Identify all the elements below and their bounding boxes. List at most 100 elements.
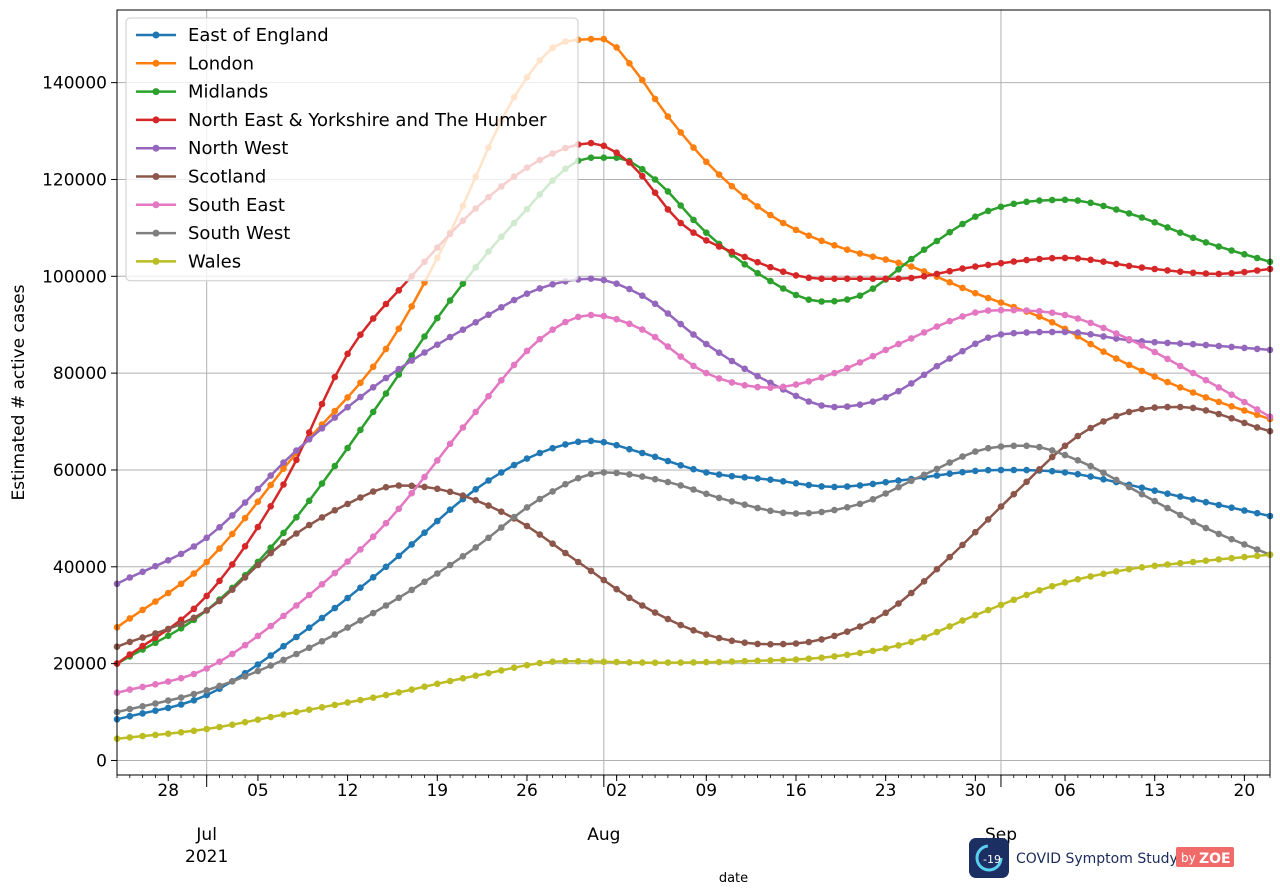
data-point xyxy=(933,465,941,473)
data-point xyxy=(703,469,710,476)
data-point xyxy=(395,482,403,489)
data-point xyxy=(843,246,851,253)
data-point xyxy=(344,699,351,706)
data-point xyxy=(984,516,992,523)
data-point xyxy=(229,512,236,519)
data-point xyxy=(382,300,390,308)
data-point xyxy=(626,659,633,666)
data-point xyxy=(1023,256,1030,264)
data-point xyxy=(1164,355,1171,363)
data-point xyxy=(639,172,646,180)
data-point xyxy=(1241,541,1248,548)
data-point xyxy=(1164,267,1171,274)
data-point xyxy=(933,628,941,636)
data-point xyxy=(818,654,825,661)
data-point xyxy=(843,504,851,511)
data-point xyxy=(690,465,697,473)
x-minor-tick-label: 26 xyxy=(516,781,538,801)
data-point xyxy=(267,503,275,510)
data-point xyxy=(908,263,915,270)
data-point xyxy=(190,570,198,577)
data-point xyxy=(1023,442,1030,450)
data-point xyxy=(254,716,262,723)
legend-marker xyxy=(152,116,160,124)
data-point xyxy=(139,683,146,691)
data-point xyxy=(626,471,633,478)
data-point xyxy=(677,202,684,209)
series-scotland xyxy=(113,403,1274,650)
data-point xyxy=(498,469,505,476)
data-point xyxy=(523,504,531,511)
data-point xyxy=(510,513,518,521)
data-point xyxy=(805,638,813,646)
data-point xyxy=(1074,576,1082,583)
data-point xyxy=(318,514,326,521)
data-point xyxy=(549,281,556,288)
data-point xyxy=(1125,335,1133,343)
data-point xyxy=(152,731,159,739)
data-point xyxy=(369,408,377,416)
data-point xyxy=(434,570,441,577)
data-point xyxy=(972,263,979,270)
data-point xyxy=(779,383,787,391)
data-point xyxy=(395,505,403,513)
data-point xyxy=(715,494,723,502)
data-point xyxy=(856,250,864,257)
data-point xyxy=(318,614,326,622)
legend-label: South East xyxy=(188,195,285,216)
data-point xyxy=(523,661,531,669)
data-point xyxy=(972,448,979,455)
data-point xyxy=(190,690,198,698)
data-point xyxy=(485,311,492,319)
data-point xyxy=(280,465,287,473)
data-point xyxy=(574,438,582,446)
data-point xyxy=(664,206,672,213)
data-point xyxy=(703,229,710,236)
data-point xyxy=(293,633,300,641)
data-point xyxy=(882,275,889,283)
data-point xyxy=(677,320,684,328)
data-point xyxy=(754,504,761,512)
data-point xyxy=(434,485,441,493)
data-point xyxy=(639,292,646,300)
data-point xyxy=(703,658,710,666)
data-point xyxy=(344,500,351,508)
data-point xyxy=(984,261,992,269)
data-point xyxy=(126,712,134,720)
data-point xyxy=(1010,258,1018,265)
data-point xyxy=(997,466,1005,474)
data-point xyxy=(600,438,608,446)
data-point xyxy=(344,624,351,631)
covid-symptom-study-logo: -19 COVID Symptom Study by ZOE xyxy=(969,838,1234,878)
x-major-tick-sublabel: 2021 xyxy=(185,847,228,867)
data-point xyxy=(1048,254,1056,262)
data-point xyxy=(882,256,889,263)
data-point xyxy=(1087,319,1094,327)
data-point xyxy=(1074,329,1082,336)
data-point xyxy=(1215,530,1223,538)
data-point xyxy=(1036,313,1043,320)
zoe-badge xyxy=(1176,847,1234,867)
data-point xyxy=(164,704,172,712)
data-point xyxy=(677,482,684,489)
data-point xyxy=(882,346,889,354)
data-point xyxy=(1125,361,1133,369)
data-point xyxy=(472,672,480,679)
data-point xyxy=(549,658,556,665)
series-north-west xyxy=(113,275,1274,588)
data-point xyxy=(434,517,441,525)
data-point xyxy=(869,352,877,360)
data-point xyxy=(459,280,467,288)
data-point xyxy=(587,35,595,43)
x-minor-tick-label: 13 xyxy=(1144,781,1166,801)
data-point xyxy=(1215,501,1223,509)
data-point xyxy=(843,403,851,410)
data-point xyxy=(895,387,902,395)
data-point xyxy=(1241,507,1248,514)
data-point xyxy=(152,700,159,707)
data-point xyxy=(1202,341,1210,349)
data-point xyxy=(843,296,851,303)
data-point xyxy=(933,565,941,573)
data-point xyxy=(664,113,672,120)
data-point xyxy=(1061,196,1069,204)
